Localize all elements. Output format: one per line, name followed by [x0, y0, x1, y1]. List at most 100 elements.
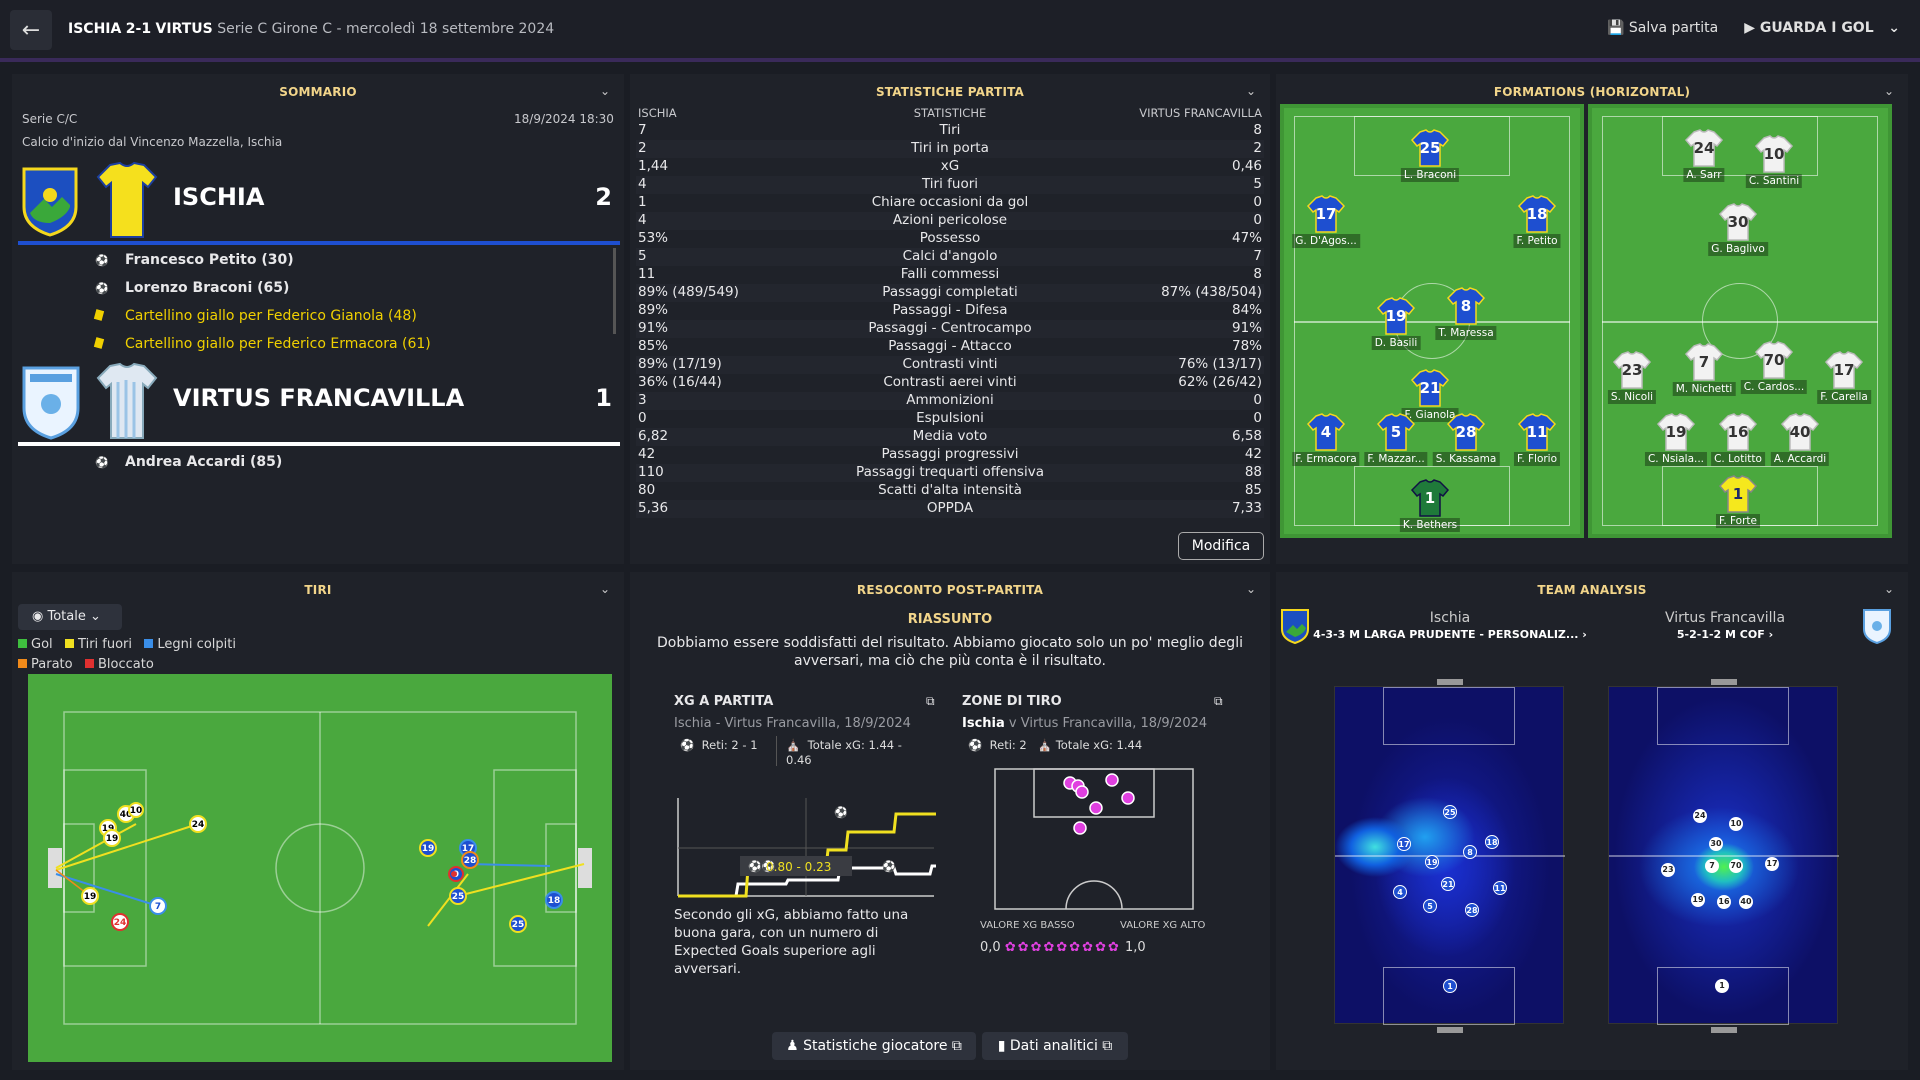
- home-player-shirt[interactable]: 25: [1410, 129, 1450, 167]
- player-name-label: T. Maressa: [1435, 326, 1497, 340]
- player-name-label: S. Nicoli: [1607, 390, 1657, 404]
- home-avg-position-dot: 28: [1465, 903, 1479, 917]
- away-heatmap: [1608, 679, 1839, 1033]
- stat-row: 2 Tiri in porta 2: [636, 140, 1264, 158]
- away-avg-position-dot: 70: [1729, 859, 1743, 873]
- away-player-shirt[interactable]: 30: [1718, 203, 1758, 241]
- home-formation-pitch: [1280, 104, 1584, 538]
- player-name-label: C. Santini: [1745, 174, 1803, 188]
- event-yellow-card: Cartellino giallo per Federico Ermacora …: [93, 336, 431, 352]
- stat-row: 85% Passaggi - Attacco 78%: [638, 338, 1262, 354]
- home-player-shirt[interactable]: 4: [1306, 413, 1346, 451]
- watch-goals-button[interactable]: ▶ GUARDA I GOL ⌄: [1744, 20, 1900, 36]
- shots-filter-dropdown[interactable]: ◉ Totale ⌄: [18, 604, 122, 630]
- away-tactic-link[interactable]: 5-2-1-2 M COF ›: [1676, 628, 1774, 641]
- stat-row: 80 Scatti d'alta intensità 85: [638, 482, 1262, 498]
- post-match-report-panel: RESOCONTO POST-PARTITA ⌄: [630, 572, 1270, 1070]
- away-player-shirt[interactable]: 10: [1754, 135, 1794, 173]
- home-crest-icon: [1281, 609, 1309, 644]
- away-player-shirt[interactable]: 24: [1684, 129, 1724, 167]
- match-title: ISCHIA 2-1 VIRTUS Serie C Girone C - mer…: [68, 21, 554, 37]
- away-player-shirt[interactable]: 70: [1754, 341, 1794, 379]
- analytics-button[interactable]: ▮ Dati analitici ⧉: [982, 1032, 1128, 1060]
- player-name-label: F. Carella: [1817, 390, 1871, 404]
- chevron-down-icon[interactable]: ⌄: [599, 582, 610, 596]
- person-icon: ♟: [786, 1038, 799, 1054]
- player-name-label: S. Kassama: [1432, 452, 1500, 466]
- svg-text:24: 24: [114, 918, 127, 928]
- player-name-label: A. Accardi: [1770, 452, 1830, 466]
- home-avg-position-dot: 17: [1397, 837, 1411, 851]
- away-team-score: 1: [595, 384, 612, 412]
- home-player-shirt[interactable]: 21: [1410, 369, 1450, 407]
- chevron-down-icon[interactable]: ⌄: [599, 84, 610, 98]
- edit-button[interactable]: Modifica: [1178, 532, 1264, 560]
- player-name-label: L. Braconi: [1400, 168, 1460, 182]
- stat-row: 36% (16/44) Contrasti aerei vinti 62% (26/…: [638, 374, 1262, 390]
- away-player-shirt[interactable]: 17: [1824, 351, 1864, 389]
- away-player-shirt[interactable]: 1: [1718, 475, 1758, 513]
- away-player-shirt[interactable]: 19: [1656, 413, 1696, 451]
- summary-panel: SOMMARIO ⌄: [12, 74, 624, 564]
- shots-legend: Parato Bloccato: [18, 657, 154, 672]
- stat-row: 0 Espulsioni 0: [638, 410, 1262, 426]
- stat-row: 89% (17/19) Contrasti vinti 76% (13/17): [636, 356, 1264, 374]
- away-player-shirt[interactable]: 23: [1612, 351, 1652, 389]
- yellow-card-icon: [93, 309, 105, 321]
- home-player-shirt[interactable]: 8: [1446, 287, 1486, 325]
- player-name-label: C. Nsiala...: [1644, 452, 1708, 466]
- chevron-down-icon[interactable]: ⌄: [1883, 84, 1894, 98]
- home-player-shirt[interactable]: 17: [1306, 195, 1346, 233]
- player-name-label: F. Forte: [1715, 514, 1761, 528]
- shots-legend: Gol Tiri fuori Legni colpiti: [18, 637, 236, 652]
- expand-icon[interactable]: ⧉: [926, 694, 935, 708]
- legend-item: Gol: [18, 637, 53, 652]
- stats-header-row: ISCHIA STATISTICHE VIRTUS FRANCAVILLA: [638, 106, 1262, 120]
- away-avg-position-dot: 10: [1729, 817, 1743, 831]
- home-name: ISCHIA: [68, 21, 122, 37]
- stat-row: 6,82 Media voto 6,58: [636, 428, 1264, 446]
- legend-item: Tiri fuori: [65, 637, 132, 652]
- chevron-down-icon[interactable]: ⌄: [1888, 20, 1900, 36]
- home-player-shirt[interactable]: 18: [1517, 195, 1557, 233]
- home-tactic-link[interactable]: 4-3-3 M LARGA PRUDENTE - PERSONALIZ... ›: [1313, 628, 1587, 641]
- stat-row: 1 Chiare occasioni da gol 0: [638, 194, 1262, 210]
- player-name-label: C. Cardos...: [1740, 380, 1808, 394]
- home-player-shirt[interactable]: 5: [1376, 413, 1416, 451]
- home-player-shirt[interactable]: 19: [1376, 297, 1416, 335]
- away-shirt-icon: [96, 362, 158, 439]
- xg-goals: ⚽ Reti: 2 - 1: [680, 738, 758, 752]
- away-avg-position-dot: 40: [1739, 895, 1753, 909]
- away-avg-position-dot: 19: [1691, 893, 1705, 907]
- chevron-down-icon[interactable]: ⌄: [1245, 84, 1256, 98]
- away-team-row: VIRTUS FRANCAVILLA 1: [18, 360, 620, 446]
- scrollbar[interactable]: [613, 248, 616, 334]
- chevron-down-icon[interactable]: ⌄: [1245, 582, 1256, 596]
- away-player-shirt[interactable]: 40: [1780, 413, 1820, 451]
- shot-zones-match: Ischia v Virtus Francavilla, 18/9/2024: [962, 716, 1208, 731]
- league-label: Serie C/C: [22, 112, 78, 126]
- player-stats-button[interactable]: ♟ Statistiche giocatore ⧉: [772, 1032, 976, 1060]
- stat-row: 3 Ammonizioni 0: [636, 392, 1264, 410]
- home-avg-position-dot: 8: [1463, 845, 1477, 859]
- player-name-label: K. Bethers: [1399, 518, 1461, 532]
- save-match-button[interactable]: 💾 Salva partita: [1606, 20, 1719, 36]
- away-avg-position-dot: 16: [1717, 895, 1731, 909]
- ball-icon: ⚽: [95, 456, 109, 469]
- home-player-shirt[interactable]: 1: [1410, 479, 1450, 517]
- back-arrow-icon[interactable]: ←: [10, 10, 52, 50]
- away-player-shirt[interactable]: 7: [1684, 343, 1724, 381]
- stat-row: 5,36 OPPDA 7,33: [636, 500, 1264, 518]
- chevron-down-icon[interactable]: ⌄: [1883, 582, 1894, 596]
- shots-title: TIRI: [304, 583, 332, 597]
- svg-text:24: 24: [192, 820, 205, 830]
- home-player-shirt[interactable]: 11: [1517, 413, 1557, 451]
- expand-icon[interactable]: ⧉: [1214, 694, 1223, 708]
- summary-text: Dobbiamo essere soddisfatti del risultat…: [657, 635, 1243, 669]
- xg-note: Secondo gli xG, abbiamo fatto una buona …: [674, 907, 909, 977]
- player-name-label: A. Sarr: [1683, 168, 1725, 182]
- stadium-icon: ⛪: [786, 738, 801, 752]
- stats-title: STATISTICHE PARTITA: [875, 85, 1025, 99]
- away-player-shirt[interactable]: 16: [1718, 413, 1758, 451]
- home-player-shirt[interactable]: 28: [1446, 413, 1486, 451]
